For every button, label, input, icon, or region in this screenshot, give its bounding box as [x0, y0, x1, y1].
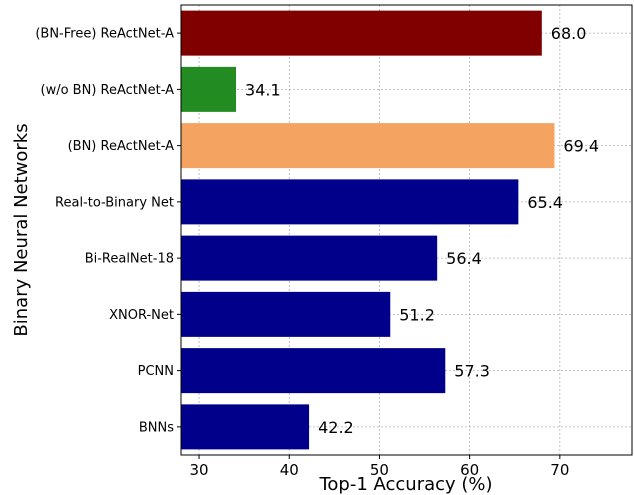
bar — [181, 179, 519, 225]
y-tick-label: Real-to-Binary Net — [55, 195, 174, 210]
plot-frame — [180, 4, 633, 456]
bar — [181, 348, 446, 394]
x-tick-label: 60 — [460, 461, 479, 479]
y-tick-label: (BN) ReActNet-A — [68, 139, 175, 154]
bar-value-label: 65.4 — [527, 193, 563, 212]
bar-value-label: 56.4 — [446, 249, 482, 268]
y-tick-label: (BN-Free) ReActNet-A — [35, 27, 174, 42]
y-axis: BNNs PCNN XNOR-Net Bi-RealNet-18 Real-to-Bin… — [35, 27, 181, 435]
bars-group — [181, 10, 555, 450]
x-tick-label: 50 — [370, 461, 389, 479]
x-axis: 30 40 50 60 70 — [189, 455, 569, 479]
bar — [181, 123, 555, 169]
x-tick-label: 40 — [280, 461, 299, 479]
bar-value-label: 42.2 — [318, 418, 354, 437]
bar-value-label: 57.3 — [454, 362, 490, 381]
y-tick-label: Bi-RealNet-18 — [85, 252, 174, 267]
y-axis-label: Binary Neural Networks — [11, 123, 32, 336]
bar-value-label: 69.4 — [563, 137, 599, 156]
bar-value-label: 68.0 — [551, 24, 587, 43]
y-tick-label: BNNs — [139, 420, 174, 435]
bar-value-label: 34.1 — [245, 80, 281, 99]
y-tick-label: XNOR-Net — [109, 308, 174, 323]
x-tick-label: 70 — [550, 461, 569, 479]
value-labels-group: 42.2 57.3 51.2 56.4 65.4 69.4 34.1 68.0 — [245, 24, 599, 437]
y-tick-label: PCNN — [138, 364, 174, 379]
bar-value-label: 51.2 — [399, 305, 435, 324]
bar — [181, 10, 542, 56]
bar — [181, 66, 237, 112]
y-tick-label: (w/o BN) ReActNet-A — [41, 83, 175, 98]
x-axis-label: Top-1 Accuracy (%) — [318, 474, 492, 495]
x-tick-label: 30 — [189, 461, 208, 479]
bar — [181, 404, 310, 450]
bar — [181, 291, 391, 337]
bar — [181, 235, 438, 281]
